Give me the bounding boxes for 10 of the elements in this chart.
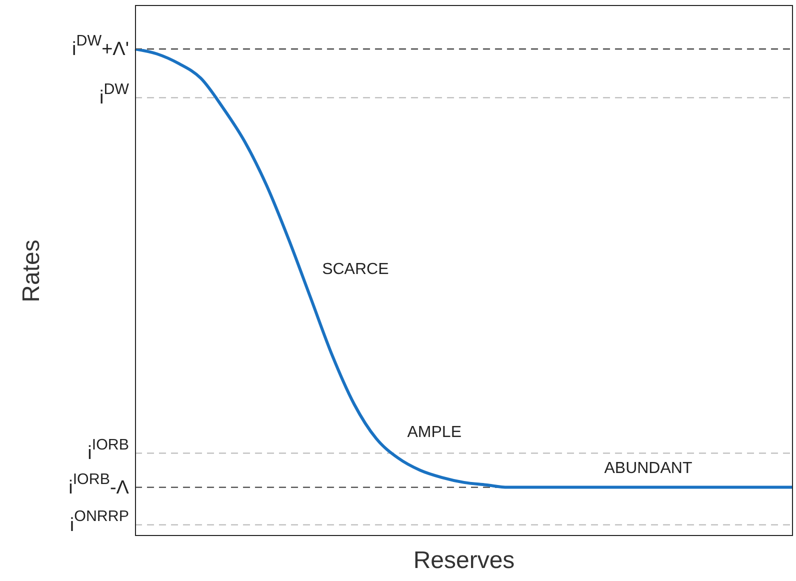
ref-line-label: i$^{ONRRP}$ — [70, 508, 129, 536]
ref-line-label: i$^{IORB}$-Λ — [68, 470, 130, 498]
y-axis-title: Rates — [18, 239, 46, 302]
annotation: ABUNDANT — [604, 460, 692, 478]
ref-line-label: i$^{DW}$ — [99, 80, 130, 108]
x-axis-title: Reserves — [412, 547, 516, 575]
ref-line-label: i$^{DW}$+Λ' — [72, 32, 129, 60]
ref-line-label: i$^{IORB}$ — [88, 436, 129, 464]
annotation: SCARCE — [322, 261, 389, 279]
annotation: AMPLE — [407, 424, 462, 442]
